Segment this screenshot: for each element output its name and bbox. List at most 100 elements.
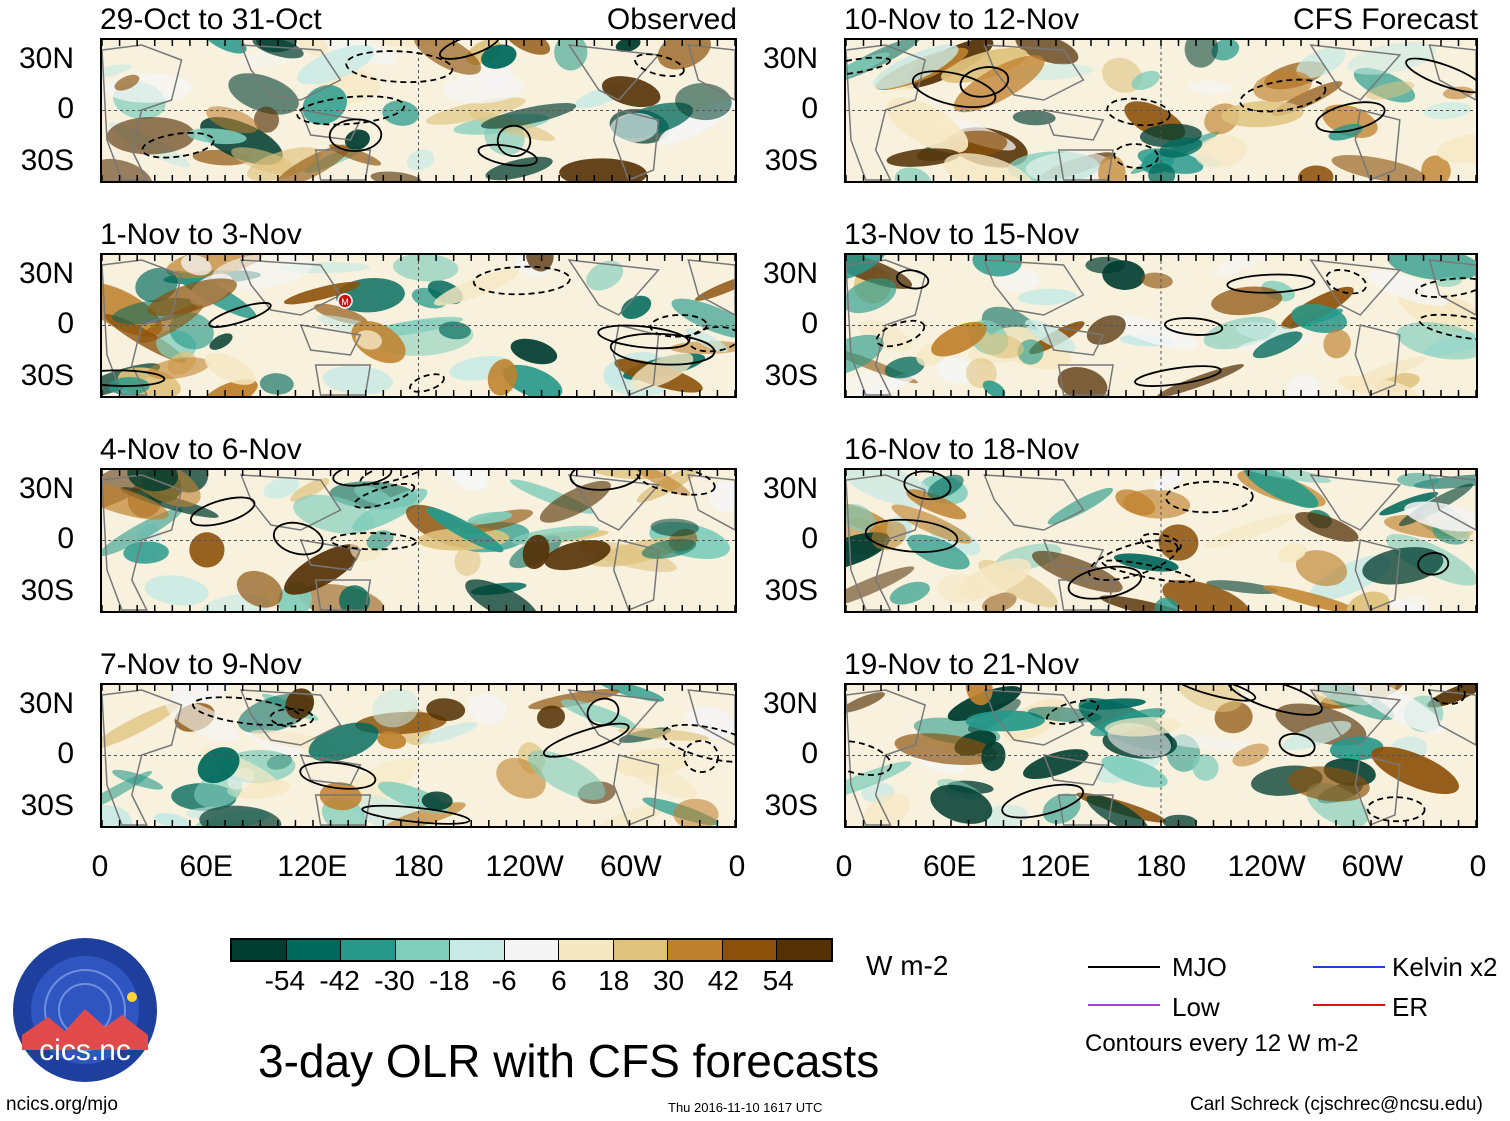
olr-anomaly-blob bbox=[443, 72, 524, 104]
colorbar-swatch bbox=[559, 940, 614, 960]
olr-anomaly-blob bbox=[885, 97, 969, 154]
olr-anomaly-blob bbox=[355, 330, 382, 350]
mjo-contour bbox=[636, 470, 716, 496]
colorbar-swatch bbox=[504, 940, 560, 960]
olr-map-panel: M bbox=[100, 253, 737, 398]
coastline bbox=[1042, 324, 1105, 356]
colorbar-tick-label: -42 bbox=[319, 965, 360, 996]
olr-anomaly-blob bbox=[468, 693, 506, 724]
olr-anomaly-blob bbox=[481, 44, 517, 69]
olr-anomaly-blob bbox=[1277, 543, 1307, 563]
olr-anomaly-blob bbox=[510, 338, 558, 365]
coastline bbox=[1309, 474, 1402, 531]
olr-anomaly-blob bbox=[199, 805, 282, 826]
olr-anomaly-blob bbox=[675, 83, 732, 121]
olr-anomaly-blob bbox=[123, 541, 169, 564]
olr-map-panel bbox=[844, 38, 1478, 183]
legend-line-swatch bbox=[1088, 1004, 1160, 1006]
olr-anomaly-blob bbox=[1160, 734, 1256, 751]
coastline bbox=[1354, 754, 1401, 826]
olr-anomaly-blob bbox=[1086, 315, 1126, 345]
olr-map-svg bbox=[846, 470, 1476, 611]
coastline bbox=[846, 474, 927, 611]
olr-anomaly-blob bbox=[1176, 685, 1243, 712]
coastline bbox=[299, 539, 362, 571]
mjo-contour bbox=[846, 740, 892, 776]
olr-anomaly-blob bbox=[846, 566, 915, 609]
colorbar-tick-label: 18 bbox=[598, 965, 630, 996]
legend-label: ER bbox=[1392, 992, 1429, 1022]
olr-anomaly-blob bbox=[1206, 580, 1278, 595]
olr-anomaly-blob bbox=[1442, 86, 1474, 100]
olr-anomaly-blob bbox=[206, 106, 259, 134]
coastline bbox=[1354, 109, 1401, 181]
footer-url[interactable]: ncics.org/mjo bbox=[6, 1094, 118, 1115]
coastline bbox=[687, 474, 735, 531]
coastline bbox=[612, 754, 660, 826]
mjo-contour bbox=[1134, 365, 1222, 387]
panel-title: 7-Nov to 9-Nov bbox=[100, 648, 302, 681]
longitude-label: 60W bbox=[599, 850, 662, 883]
colorbar-swatch bbox=[232, 940, 287, 960]
olr-anomaly-blob bbox=[181, 255, 212, 276]
olr-anomaly-blob bbox=[144, 575, 209, 606]
coastline bbox=[299, 324, 362, 356]
panel-title: 1-Nov to 3-Nov bbox=[100, 218, 302, 251]
olr-anomaly-blob bbox=[846, 52, 890, 86]
latitude-label: 30S bbox=[20, 789, 74, 822]
olr-anomaly-blob bbox=[314, 303, 368, 325]
olr-anomaly-blob bbox=[283, 281, 361, 305]
colorbar-swatch bbox=[341, 940, 396, 960]
olr-anomaly-blob bbox=[102, 158, 153, 181]
coastline bbox=[983, 259, 1085, 316]
contour-note: Contours every 12 W m-2 bbox=[1085, 1030, 1359, 1057]
latitude-label: 30N bbox=[18, 687, 74, 720]
olr-anomaly-blob bbox=[641, 538, 697, 559]
coastline bbox=[1309, 44, 1402, 101]
coastline bbox=[239, 689, 342, 746]
olr-anomaly-blob bbox=[953, 55, 1045, 113]
mjo-contour bbox=[1001, 783, 1085, 819]
latitude-label: 0 bbox=[57, 307, 74, 340]
olr-anomaly-blob bbox=[634, 470, 691, 497]
colorbar-tick-label: 42 bbox=[707, 965, 739, 996]
olr-anomaly-blob bbox=[421, 791, 453, 811]
olr-anomaly-blob bbox=[1194, 135, 1248, 168]
coastline bbox=[1428, 44, 1476, 101]
panel-title: 19-Nov to 21-Nov bbox=[844, 648, 1080, 681]
coastline bbox=[102, 44, 183, 181]
mjo-contour bbox=[332, 470, 393, 487]
olr-anomaly-blob bbox=[981, 592, 1017, 611]
mjo-contour bbox=[683, 739, 719, 774]
olr-anomaly-blob bbox=[1099, 595, 1195, 611]
longitude-label: 120E bbox=[1020, 850, 1091, 883]
olr-anomaly-blob bbox=[503, 364, 563, 396]
olr-anomaly-blob bbox=[274, 144, 350, 181]
olr-anomaly-blob bbox=[1204, 513, 1297, 548]
longitude-label: 180 bbox=[1135, 850, 1187, 883]
coastline bbox=[567, 474, 660, 531]
latitude-label: 30N bbox=[18, 472, 74, 505]
olr-anomaly-blob bbox=[522, 534, 550, 570]
latitude-label: 0 bbox=[801, 307, 818, 340]
coastline bbox=[102, 259, 183, 396]
colorbar-units: W m-2 bbox=[866, 950, 949, 981]
mjo-contour bbox=[272, 521, 324, 556]
olr-anomaly-blob bbox=[263, 477, 300, 499]
latitude-label: 30S bbox=[764, 574, 818, 607]
olr-map-svg: M bbox=[102, 255, 735, 396]
olr-anomaly-blob bbox=[1017, 339, 1044, 365]
olr-anomaly-blob bbox=[621, 295, 652, 320]
olr-map-svg bbox=[102, 470, 735, 611]
olr-anomaly-blob bbox=[846, 372, 918, 396]
latitude-label: 0 bbox=[57, 92, 74, 125]
mjo-contour bbox=[1366, 796, 1426, 823]
olr-anomaly-blob bbox=[284, 544, 361, 595]
olr-anomaly-blob bbox=[285, 688, 315, 720]
olr-anomaly-blob bbox=[377, 731, 407, 750]
olr-anomaly-blob bbox=[1295, 512, 1359, 542]
latitude-label: 0 bbox=[801, 737, 818, 770]
olr-anomaly-blob bbox=[1086, 794, 1149, 826]
coastline bbox=[983, 44, 1085, 101]
olr-anomaly-blob bbox=[393, 255, 459, 282]
